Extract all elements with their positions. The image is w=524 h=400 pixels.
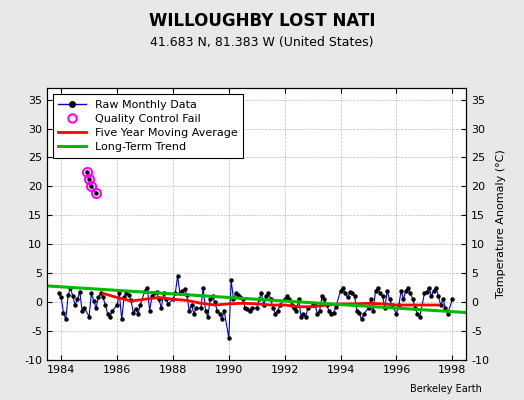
Text: 41.683 N, 81.383 W (United States): 41.683 N, 81.383 W (United States) (150, 36, 374, 49)
Y-axis label: Temperature Anomaly (°C): Temperature Anomaly (°C) (496, 150, 506, 298)
Text: Berkeley Earth: Berkeley Earth (410, 384, 482, 394)
Text: WILLOUGHBY LOST NATI: WILLOUGHBY LOST NATI (149, 12, 375, 30)
Legend: Raw Monthly Data, Quality Control Fail, Five Year Moving Average, Long-Term Tren: Raw Monthly Data, Quality Control Fail, … (53, 94, 243, 158)
